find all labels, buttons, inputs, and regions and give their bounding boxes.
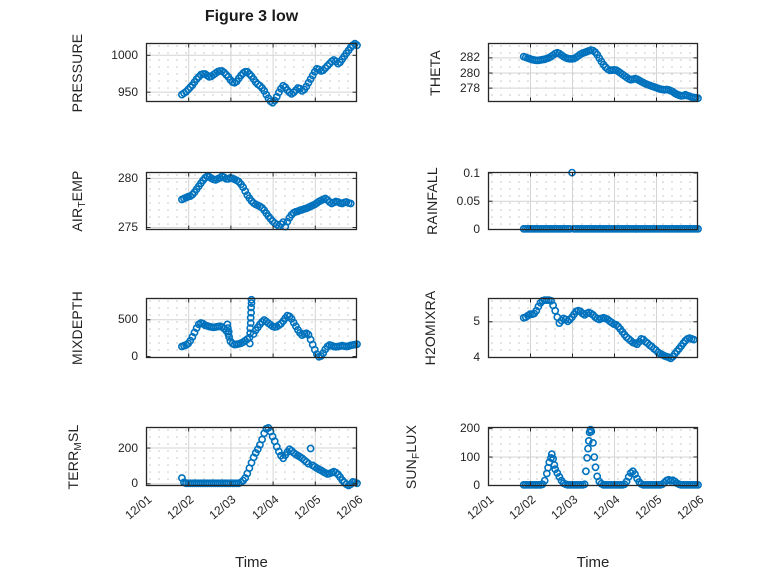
plot-area-pressure bbox=[145, 39, 361, 107]
y-tick-label: 0.05 bbox=[456, 193, 480, 208]
x-tick-label: 12/03 bbox=[206, 492, 239, 523]
x-tick-label: 12/03 bbox=[548, 492, 581, 523]
y-axis-label-text: H2OMIXRA bbox=[422, 290, 438, 366]
subplot-pressure: 950 1000 PRESSURE bbox=[69, 33, 361, 112]
y-axis-label-airtemp: AIRTEMP bbox=[69, 170, 88, 232]
axes-box bbox=[487, 171, 699, 231]
data-points bbox=[178, 39, 361, 107]
tick-marks bbox=[147, 44, 356, 101]
tick-marks bbox=[489, 428, 697, 485]
subplot-mixdepth: 0 500 MIXDEPTH bbox=[69, 291, 361, 365]
subplot-air-temp: 275 280 AIRTEMP bbox=[69, 170, 358, 234]
y-axis-label-rainfall: RAINFALL bbox=[424, 167, 440, 235]
x-tick-label: 12/01 bbox=[464, 492, 497, 523]
axes-box bbox=[487, 42, 699, 103]
y-axis-label-theta: THETA bbox=[427, 50, 443, 96]
x-tick-label: 12/05 bbox=[632, 492, 665, 523]
subplot-sun-flux: 0 100 200 SUNFLUX 12/01 12/02 12/03 12/04 12/05 1… bbox=[403, 421, 706, 522]
y-tick-label: 1000 bbox=[111, 47, 138, 62]
major-gridlines bbox=[147, 428, 356, 485]
y-tick-label: 0 bbox=[131, 476, 138, 491]
subplot-rainfall: 0 0.05 0.1 RAINFALL bbox=[424, 166, 702, 236]
y-tick-label: 280 bbox=[117, 170, 138, 185]
y-axis-label-terrmsl: TERRMSL bbox=[65, 424, 84, 489]
y-axis-label-text: PRESSURE bbox=[69, 33, 85, 112]
plot-area-airtemp bbox=[145, 171, 358, 231]
y-axis-label-text: RAINFALL bbox=[424, 167, 440, 235]
y-axis-label-text: TERR bbox=[65, 450, 81, 489]
data-points bbox=[178, 295, 361, 361]
axes-box bbox=[145, 171, 358, 231]
axes-box bbox=[145, 42, 358, 103]
y-tick-label: 100 bbox=[459, 449, 480, 464]
y-tick-label: 0 bbox=[131, 349, 138, 364]
axes-box bbox=[487, 297, 699, 359]
x-tick-label: 12/04 bbox=[590, 492, 623, 523]
y-axis-label-text: THETA bbox=[427, 49, 443, 96]
y-tick-label: 0.1 bbox=[463, 165, 480, 180]
plot-area-mixdepth bbox=[145, 295, 361, 361]
y-tick-label: 500 bbox=[117, 312, 138, 327]
data-points bbox=[178, 424, 361, 490]
x-axis-label-time-left: Time bbox=[235, 554, 268, 571]
y-tick-label: 280 bbox=[459, 65, 480, 80]
x-tick-label: 12/02 bbox=[164, 492, 197, 523]
major-gridlines bbox=[489, 173, 697, 229]
tick-marks bbox=[147, 299, 356, 358]
y-axis-label-text: AIR bbox=[69, 207, 85, 232]
minor-grid-dots bbox=[490, 300, 696, 356]
y-axis-label-text: SUN bbox=[403, 458, 419, 489]
tick-marks bbox=[147, 428, 356, 485]
major-gridlines bbox=[489, 428, 697, 485]
x-axis-label-time-right: Time bbox=[576, 554, 610, 571]
x-tick-label: 12/05 bbox=[291, 492, 324, 523]
y-tick-label: 200 bbox=[117, 440, 138, 455]
x-tick-label: 12/04 bbox=[248, 492, 281, 523]
y-axis-label-subscript: M bbox=[73, 441, 84, 451]
subplot-terr-msl: 0 200 TERRMSL 12/01 12/02 12/03 12/04 12/05 12/0… bbox=[65, 424, 365, 522]
axes-box bbox=[145, 426, 358, 487]
y-tick-label: 5 bbox=[473, 314, 480, 329]
y-axis-label-subscript: F bbox=[411, 452, 422, 459]
x-tick-label: 12/06 bbox=[333, 492, 366, 523]
y-axis-label-text: SL bbox=[65, 424, 81, 442]
y-axis-label-subscript: T bbox=[77, 201, 88, 208]
y-tick-label: 200 bbox=[459, 421, 480, 436]
data-points bbox=[178, 172, 355, 231]
y-tick-label: 950 bbox=[117, 84, 138, 99]
y-tick-label: 275 bbox=[117, 220, 138, 235]
tick-marks bbox=[147, 173, 356, 229]
y-axis-label-pressure: PRESSURE bbox=[69, 33, 85, 112]
tick-marks bbox=[489, 299, 697, 357]
tick-marks bbox=[489, 172, 697, 229]
y-axis-label-text: MIXDEPTH bbox=[69, 291, 85, 365]
axes-box bbox=[145, 297, 358, 359]
axes-box bbox=[487, 426, 699, 487]
data-points bbox=[519, 46, 702, 103]
y-axis-label-text: EMP bbox=[69, 170, 85, 202]
data-points bbox=[519, 296, 698, 363]
y-tick-label: 278 bbox=[459, 80, 480, 95]
figure-title: Figure 3 low bbox=[204, 8, 299, 25]
y-tick-label: 282 bbox=[459, 50, 480, 65]
subplot-theta: 278 280 282 THETA bbox=[427, 42, 702, 103]
plot-area-rainfall bbox=[487, 168, 702, 233]
y-axis-label-mixdepth: MIXDEPTH bbox=[69, 291, 85, 365]
y-tick-label: 0 bbox=[473, 221, 480, 236]
plot-area-h2omixra bbox=[487, 296, 699, 363]
plot-area-terrmsl bbox=[145, 424, 361, 490]
y-tick-label: 0 bbox=[473, 477, 480, 492]
x-tick-label: 12/01 bbox=[122, 492, 155, 523]
plot-area-theta bbox=[487, 42, 702, 103]
y-axis-label-h2omixra: H2OMIXRA bbox=[422, 291, 438, 366]
y-tick-label: 4 bbox=[473, 349, 480, 364]
x-tick-label: 12/06 bbox=[674, 492, 707, 523]
y-axis-label-sunflux: SUNFLUX bbox=[403, 424, 422, 489]
tick-marks bbox=[489, 44, 697, 101]
subplot-h2omixra: 4 5 H2OMIXRA bbox=[422, 291, 699, 365]
x-tick-label: 12/02 bbox=[506, 492, 539, 523]
y-axis-label-text: LUX bbox=[403, 424, 419, 453]
plot-area-sunflux bbox=[487, 425, 702, 489]
